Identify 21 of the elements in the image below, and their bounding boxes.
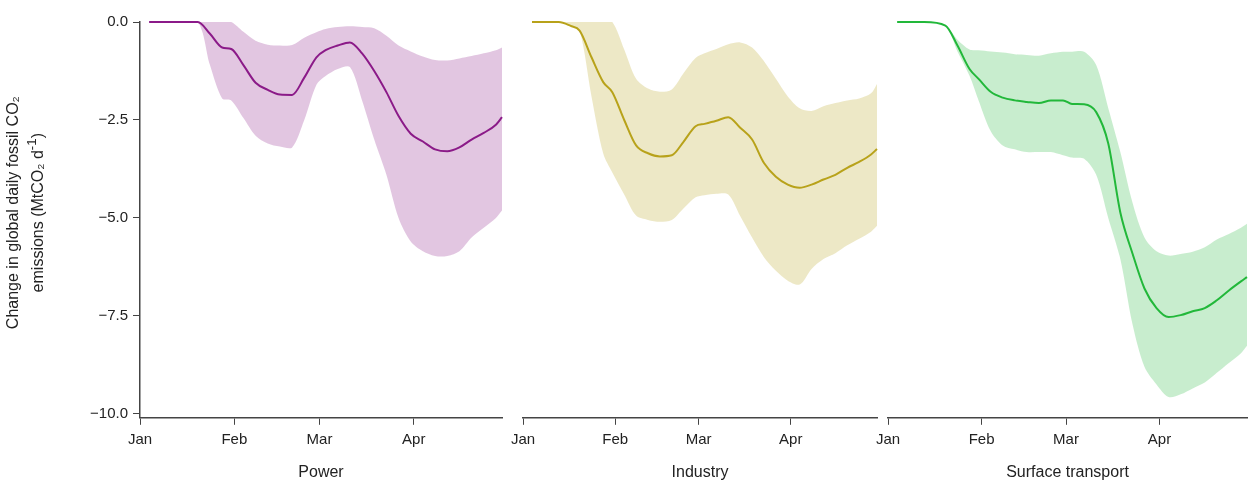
x-tick-label: Feb — [221, 429, 248, 447]
x-tick-label: Apr — [1147, 429, 1172, 447]
x-tick-label: Jan — [876, 429, 901, 447]
x-tick-label: Mar — [1053, 429, 1079, 447]
x-tick-label: Feb — [968, 429, 995, 447]
line-series — [148, 21, 503, 153]
y-tick-label: −2.5 — [98, 110, 128, 128]
x-tick-label: Jan — [127, 429, 153, 447]
x-tick-label: Mar — [685, 429, 712, 447]
y-tick-label: −5.0 — [98, 208, 128, 226]
x-tick-label: Feb — [602, 429, 629, 447]
x-tick-label: Apr — [779, 429, 803, 447]
y-tick-label: −7.5 — [98, 306, 128, 324]
x-tick-label: Jan — [511, 429, 536, 447]
y-tick-label: −10.0 — [90, 404, 128, 422]
x-tick-label: Apr — [402, 429, 426, 447]
x-axis-title: Power — [298, 462, 345, 480]
x-axis-title: Industry — [671, 462, 729, 480]
x-tick-label: Mar — [306, 429, 333, 447]
x-axis-title: Surface transport — [1006, 462, 1130, 480]
y-tick-label: 0.0 — [107, 12, 128, 30]
